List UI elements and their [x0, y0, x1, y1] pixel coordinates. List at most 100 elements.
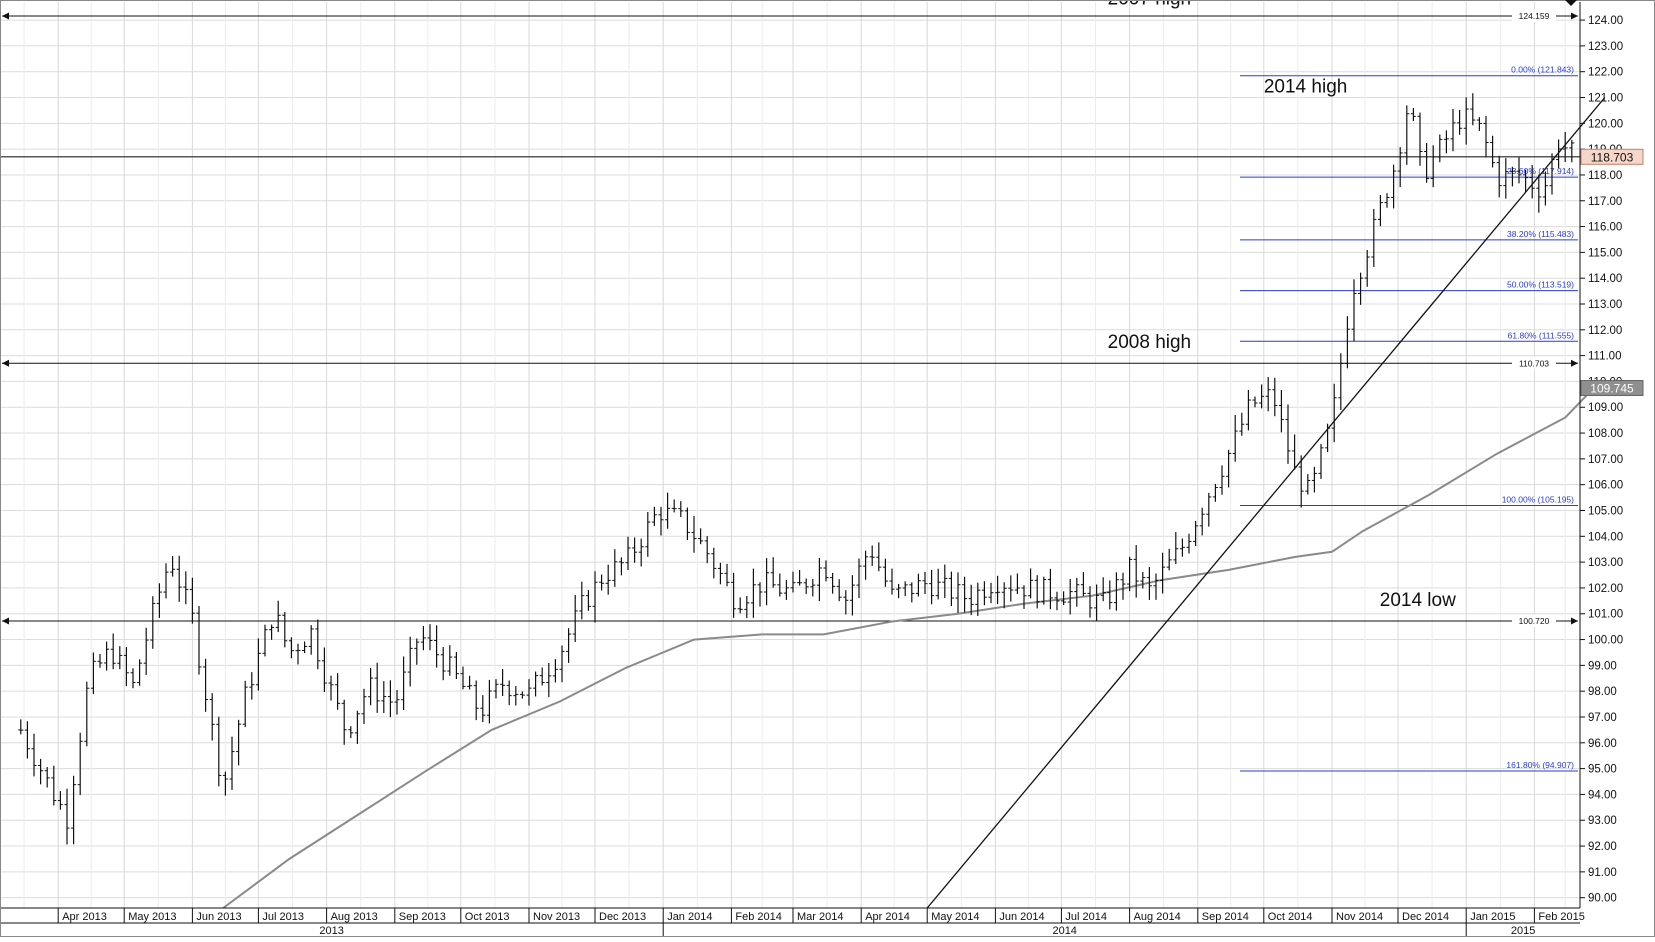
arrow-right-icon [1571, 617, 1578, 625]
month-label: Sep 2014 [1202, 911, 1249, 923]
level-label-bg [1512, 9, 1556, 22]
y-axis-tick-label: 109.00 [1588, 402, 1623, 414]
level-label: 110.703 [1519, 358, 1549, 368]
month-label: Jul 2013 [262, 911, 304, 923]
y-axis-tick-label: 115.00 [1588, 247, 1622, 259]
horizontal-levels: 124.159 110.703 100.720 [0, 9, 1580, 627]
annotation-label: 2007 high [1108, 0, 1191, 10]
month-label: Jan 2014 [667, 911, 712, 923]
year-label: 2013 [319, 925, 343, 937]
month-label: Mar 2014 [797, 911, 843, 923]
month-label: Nov 2013 [533, 911, 580, 923]
month-label: Sep 2013 [399, 911, 446, 923]
y-axis-tick-label: 124.00 [1588, 15, 1623, 27]
month-label: Nov 2014 [1336, 911, 1383, 923]
y-axis-tick-label: 92.00 [1588, 841, 1617, 853]
y-axis-tick-label: 105.00 [1588, 505, 1623, 517]
fibonacci-label: 50.00% (113.519) [1507, 280, 1574, 290]
y-axis-tick-label: 116.00 [1588, 222, 1622, 234]
current-price-label: 118.703 [1591, 150, 1634, 164]
y-axis-tick-label: 106.00 [1588, 480, 1623, 492]
y-axis-tick-label: 93.00 [1588, 815, 1617, 827]
level-label: 100.720 [1519, 616, 1550, 626]
y-axis-tick-label: 108.00 [1588, 428, 1623, 440]
month-label: Jul 2014 [1065, 911, 1107, 923]
level-label-bg [1512, 357, 1556, 370]
y-axis-tick-label: 120.00 [1588, 118, 1623, 130]
y-axis-tick-label: 94.00 [1588, 789, 1617, 801]
fibonacci-label: 23.60% (117.914) [1507, 166, 1574, 176]
annotation-label: 2008 high [1108, 332, 1191, 353]
y-axis-tick-label: 111.00 [1588, 351, 1621, 363]
month-label: Aug 2013 [331, 911, 378, 923]
y-axis-tick-label: 97.00 [1588, 712, 1617, 724]
month-label: May 2013 [128, 911, 176, 923]
month-label: Feb 2015 [1538, 911, 1584, 923]
y-axis-tick-label: 122.00 [1588, 67, 1623, 79]
y-axis-tick-label: 113.00 [1588, 299, 1622, 311]
y-axis-tick-label: 121.00 [1588, 93, 1623, 105]
y-axis-tick-label: 118.00 [1588, 170, 1622, 182]
y-axis-tick-label: 100.00 [1588, 635, 1623, 647]
fibonacci-label: 38.20% (115.483) [1507, 229, 1574, 239]
x-axis: Apr 2013 May 2013 Jun 2013 Jul 2013 Aug 2013… [0, 907, 1585, 937]
y-axis-tick-label: 98.00 [1588, 686, 1617, 698]
month-label: Apr 2013 [62, 911, 107, 923]
arrow-left-icon [2, 617, 9, 625]
month-label: Oct 2013 [465, 911, 510, 923]
y-axis-tick-label: 104.00 [1588, 531, 1623, 543]
level-label: 124.159 [1519, 11, 1550, 21]
year-label: 2015 [1511, 925, 1535, 937]
arrow-left-icon [2, 359, 9, 367]
moving-average-line [222, 387, 1597, 909]
month-label: May 2014 [931, 911, 979, 923]
y-axis-tick-label: 90.00 [1588, 893, 1617, 905]
y-axis-tick-label: 103.00 [1588, 557, 1623, 569]
annotation-label: 2014 low [1380, 590, 1456, 611]
y-axis-tick-label: 123.00 [1588, 41, 1623, 53]
arrow-right-icon [1571, 12, 1578, 20]
price-bars [18, 93, 1575, 845]
month-label: Jun 2013 [196, 911, 241, 923]
annotation-label: 2014 high [1264, 76, 1347, 97]
y-axis-tick-label: 101.00 [1588, 609, 1623, 621]
trendline [926, 97, 1606, 909]
annotations: 2007 high 2014 high 2008 high 2014 low [1108, 0, 1456, 611]
month-label: Jan 2015 [1470, 911, 1515, 923]
month-label: Jun 2014 [999, 911, 1044, 923]
y-axis-tick-label: 114.00 [1588, 273, 1622, 285]
y-axis: 90.00 91.00 92.00 93.00 94.00 95.00 96.00 97.00… [1579, 2, 1644, 908]
trendline-line [926, 97, 1606, 909]
month-label: Apr 2014 [865, 911, 910, 923]
arrow-left-icon [2, 12, 9, 20]
ma-price-label: 109.745 [1590, 382, 1634, 396]
month-label: Feb 2014 [735, 911, 781, 923]
y-axis-tick-label: 96.00 [1588, 738, 1617, 750]
fibonacci-label: 100.00% (105.195) [1502, 494, 1574, 504]
fibonacci-label: 61.80% (111.555) [1508, 330, 1574, 340]
month-label: Dec 2013 [599, 911, 646, 923]
y-axis-tick-label: 102.00 [1588, 583, 1623, 595]
fibonacci-label: 161.80% (94.907) [1506, 760, 1574, 770]
month-label: Dec 2014 [1402, 911, 1449, 923]
moving-average [222, 387, 1597, 909]
grid [0, 2, 1580, 908]
arrow-right-icon [1571, 359, 1578, 367]
ma-price-badge [1580, 380, 1644, 397]
current-price-badge [1580, 148, 1644, 165]
y-axis-tick-label: 99.00 [1588, 660, 1617, 672]
scroll-marker-icon [1565, 0, 1577, 6]
fibonacci-levels: 0.00% (121.843) 23.60% (117.914) 38.20% (1… [1240, 65, 1578, 772]
y-axis-tick-label: 95.00 [1588, 764, 1617, 776]
month-label: Aug 2014 [1134, 911, 1181, 923]
level-label-bg [1512, 614, 1556, 627]
fibonacci-label: 0.00% (121.843) [1511, 65, 1574, 75]
year-label: 2014 [1052, 925, 1076, 937]
y-axis-tick-label: 117.00 [1588, 196, 1622, 208]
y-axis-tick-label: 107.00 [1588, 454, 1623, 466]
y-axis-tick-label: 112.00 [1588, 325, 1622, 337]
y-axis-tick-label: 91.00 [1588, 867, 1617, 879]
month-label: Oct 2014 [1268, 911, 1313, 923]
